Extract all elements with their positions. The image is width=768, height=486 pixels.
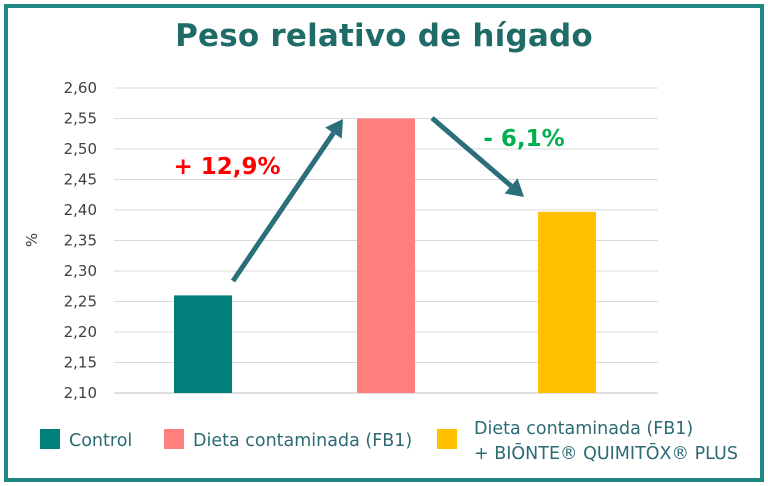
y-tick-label: 2,55	[64, 110, 97, 128]
trend-arrow-line	[230, 131, 336, 283]
bar	[538, 211, 596, 393]
y-tick-label: 2,15	[64, 354, 97, 372]
legend-swatch	[40, 429, 60, 449]
legend-label: Dieta contaminada (FB1)	[474, 419, 693, 439]
y-tick-label: 2,20	[64, 323, 97, 341]
y-tick-label: 2,50	[64, 140, 97, 158]
legend-label: Control	[69, 431, 132, 451]
y-tick-label: 2,10	[64, 384, 97, 402]
y-axis-label: %	[23, 233, 41, 247]
legend-label: + BIŌNTE® QUIMITŌX® PLUS	[474, 442, 738, 464]
annotation-decrease: - 6,1%	[483, 126, 564, 152]
y-tick-label: 2,35	[64, 232, 97, 250]
annotation-increase: + 12,9%	[173, 154, 280, 180]
trend-arrowhead	[325, 119, 343, 139]
y-tick-label: 2,30	[64, 262, 97, 280]
bar	[357, 118, 415, 393]
chart-title: Peso relativo de hígado	[175, 18, 593, 54]
trend-arrow-line	[430, 116, 513, 188]
legend-swatch	[437, 429, 457, 449]
legend-swatch	[164, 429, 184, 449]
y-tick-label: 2,60	[64, 79, 97, 97]
legend-label: Dieta contaminada (FB1)	[193, 431, 412, 451]
y-tick-label: 2,25	[64, 293, 97, 311]
y-tick-label: 2,45	[64, 171, 97, 189]
trend-arrowhead	[504, 178, 524, 197]
y-tick-label: 2,40	[64, 201, 97, 219]
bar	[174, 295, 232, 393]
